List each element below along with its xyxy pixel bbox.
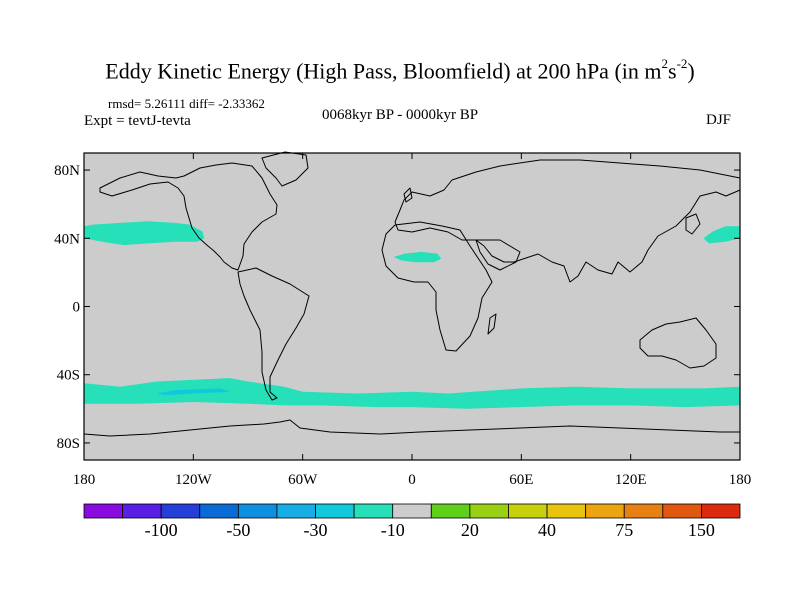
anomaly-region-southern-hemisphere-storm-track — [84, 378, 740, 409]
colorbar-swatch — [276, 503, 316, 519]
anomaly-region-south-pacific-core — [156, 388, 230, 396]
lat-tick-label: 40S — [57, 368, 80, 384]
coastline-uk — [403, 187, 413, 203]
colorbar-swatch — [508, 503, 548, 519]
anomaly-region-north-africa — [393, 251, 442, 263]
longitude-ticks: 180 120W 60W 0 60E 120E 180 — [73, 153, 752, 488]
colorbar-swatch — [199, 503, 239, 519]
figure-title: Eddy Kinetic Energy (High Pass, Bloomfie… — [0, 56, 800, 84]
anomaly-regions — [84, 221, 740, 409]
anomaly-region-north-pacific — [84, 221, 205, 246]
colorbar-swatch — [353, 503, 394, 519]
colorbar-swatch — [237, 503, 278, 519]
map-background — [84, 153, 740, 460]
coastline-antarctica — [83, 419, 740, 437]
coastline-japan — [685, 213, 701, 235]
coastline-madagascar — [487, 313, 497, 335]
colorbar-label: 20 — [461, 520, 479, 540]
lat-tick-label: 80N — [54, 163, 80, 179]
coastline-australia — [639, 317, 717, 369]
colorbar-label: -50 — [226, 520, 250, 540]
title-exponent-1: 2 — [661, 56, 669, 71]
colorbar-swatch — [392, 503, 432, 519]
coastlines — [83, 151, 741, 437]
colorbar-swatch — [160, 503, 201, 519]
colorbar-label: -30 — [304, 520, 328, 540]
lat-tick-label: 0 — [73, 300, 81, 316]
colorbar-swatch — [662, 503, 702, 519]
coastline-africa — [381, 221, 493, 352]
title-unit-s: s — [668, 58, 677, 84]
colorbar-swatch — [315, 503, 355, 519]
coastline-arabia — [475, 239, 521, 271]
colorbar-label: 40 — [538, 520, 556, 540]
period-label: 0068kyr BP - 0000kyr BP — [322, 107, 479, 123]
figure-title-text: Eddy Kinetic Energy (High Pass, Bloomfie… — [105, 58, 662, 84]
colorbar-swatch — [546, 503, 587, 519]
colorbar: -100 -50 -30 -10 20 40 75 150 — [83, 503, 741, 540]
colorbar-swatch — [83, 503, 123, 519]
lon-tick-label: 60W — [288, 472, 318, 488]
stats-label: rmsd= 5.26111 diff= -2.33362 — [108, 96, 265, 111]
coastline-south-america — [237, 267, 310, 401]
colorbar-swatch — [430, 503, 471, 519]
colorbar-swatch — [585, 503, 625, 519]
lon-tick-label: 180 — [73, 472, 96, 488]
colorbar-swatch — [701, 503, 741, 519]
colorbar-label: 75 — [615, 520, 633, 540]
coastline-north-america — [99, 162, 278, 271]
title-exponent-2: -2 — [676, 56, 688, 71]
experiment-label: Expt = tevtJ-tevta — [84, 113, 191, 129]
lat-tick-label: 80S — [57, 436, 80, 452]
colorbar-swatch — [469, 503, 509, 519]
coastline-eurasia — [394, 159, 741, 283]
title-close: ) — [687, 58, 695, 84]
lon-tick-label: 60E — [509, 472, 533, 488]
lon-tick-label: 120E — [615, 472, 647, 488]
lon-tick-label: 180 — [729, 472, 752, 488]
lon-tick-label: 120W — [175, 472, 213, 488]
colorbar-label: 150 — [688, 520, 715, 540]
colorbar-label: -10 — [381, 520, 405, 540]
latitude-ticks: 80N 40N 0 40S 80S — [54, 163, 740, 452]
colorbar-swatch — [122, 503, 162, 519]
colorbar-label: -100 — [145, 520, 178, 540]
colorbar-swatch — [623, 503, 664, 519]
anomaly-region-western-north-pacific — [703, 226, 740, 244]
lat-tick-label: 40N — [54, 231, 80, 247]
lon-tick-label: 0 — [408, 472, 416, 488]
season-label: DJF — [706, 112, 732, 128]
